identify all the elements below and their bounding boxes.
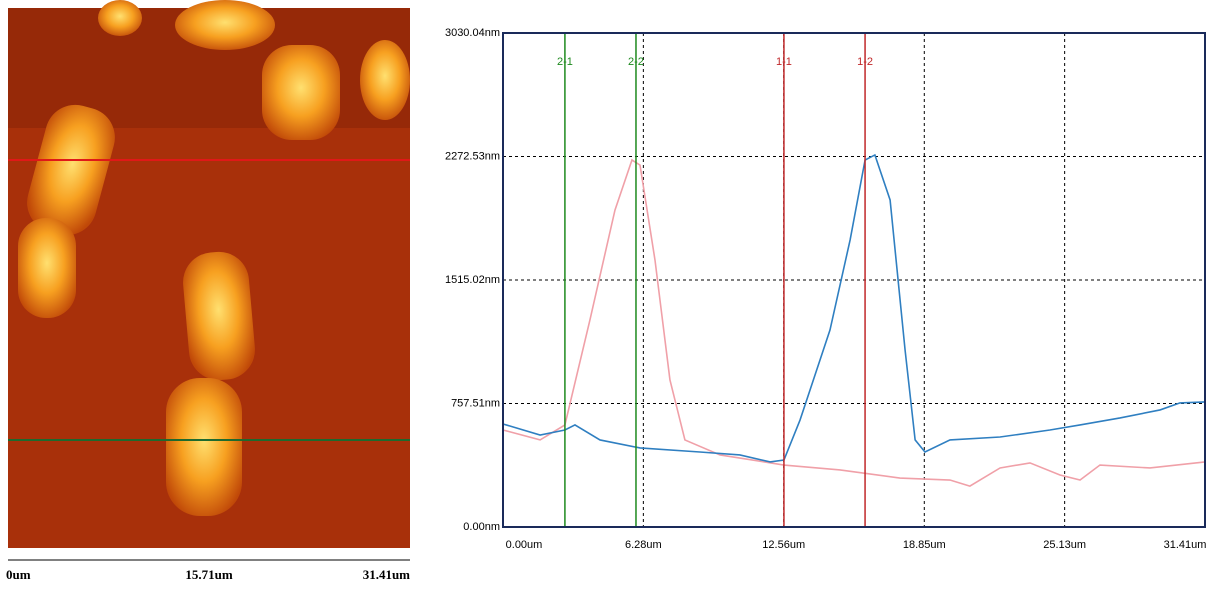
x-tick-label: 18.85um <box>903 539 946 551</box>
y-tick-label: 1515.02nm <box>445 274 500 286</box>
profile-chart: 0.00nm 757.51nm 1515.02nm 2272.53nm 3030.04n… <box>445 27 1206 551</box>
image-axis-label: 15.71um <box>185 567 232 582</box>
particle <box>262 45 340 140</box>
particle <box>175 0 275 50</box>
cursor-label: 2-1 <box>557 56 573 68</box>
x-tick-label: 12.56um <box>762 539 805 551</box>
profile-line <box>502 158 1206 487</box>
x-tick-label: 0.00um <box>506 539 543 551</box>
y-tick-label: 3030.04nm <box>445 27 500 39</box>
profile-line <box>502 153 1206 463</box>
x-tick-label: 25.13um <box>1043 539 1086 551</box>
cursor-label: 1-1 <box>776 56 792 68</box>
image-axis-label: 31.41um <box>363 567 410 582</box>
x-tick-label: 31.41um <box>1164 539 1207 551</box>
x-tick-label: 6.28um <box>625 539 662 551</box>
cursor-label: 1-2 <box>857 56 873 68</box>
afm-image: 0um 15.71um 31.41um <box>6 0 410 582</box>
plot-frame <box>502 32 1206 528</box>
particle <box>183 251 255 381</box>
particle <box>166 378 242 516</box>
y-tick-label: 2272.53nm <box>445 150 500 162</box>
particle <box>360 40 410 120</box>
particle <box>27 104 115 236</box>
particle <box>18 218 76 318</box>
image-axis-label: 0um <box>6 567 31 582</box>
cursor-label: 2-2 <box>628 56 644 68</box>
y-tick-label: 0.00nm <box>463 521 500 533</box>
y-tick-label: 757.51nm <box>451 397 500 409</box>
particle <box>98 0 142 36</box>
